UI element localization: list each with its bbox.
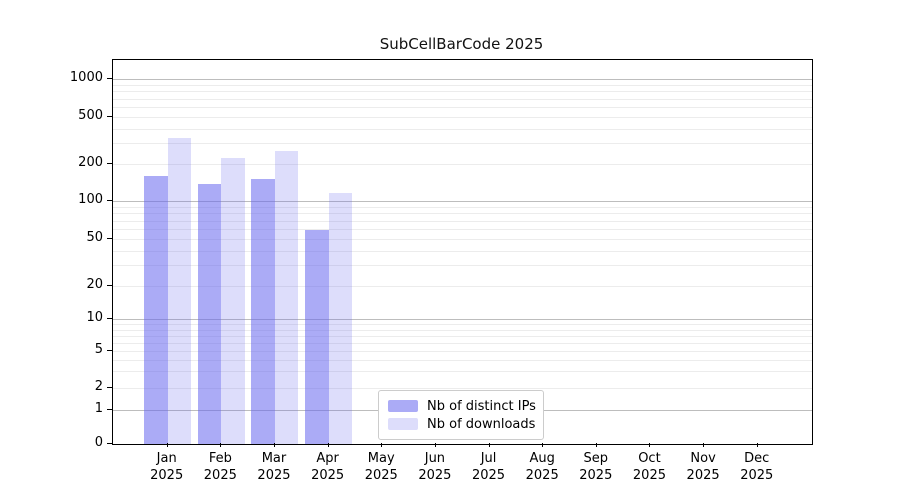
minor-gridline xyxy=(113,128,812,130)
y-tick-label: 10 xyxy=(86,310,103,326)
minor-gridline xyxy=(113,342,812,344)
legend-label-distinct-ips: Nb of distinct IPs xyxy=(427,398,536,414)
chart-title: SubCellBarCode 2025 xyxy=(379,35,544,53)
minor-gridline xyxy=(113,324,812,326)
minor-gridline xyxy=(113,143,812,145)
bar-mar-distinct-ips xyxy=(251,178,275,444)
x-tick-mark xyxy=(381,443,383,447)
y-tick-label: 200 xyxy=(78,155,103,171)
legend-item-distinct-ips: Nb of distinct IPs xyxy=(388,397,536,415)
minor-gridline xyxy=(113,371,812,373)
x-tick-label-jan: Jan 2025 xyxy=(150,451,184,483)
x-tick-mark xyxy=(434,443,436,447)
y-tick-mark xyxy=(107,350,112,351)
x-tick-label-jul: Jul 2025 xyxy=(471,451,506,483)
x-tick-mark xyxy=(595,443,597,447)
y-tick-mark xyxy=(107,116,112,117)
y-tick-mark xyxy=(107,318,112,320)
y-tick-label: 100 xyxy=(78,192,103,207)
x-tick-mark xyxy=(542,443,544,447)
x-tick-label-may: May 2025 xyxy=(364,451,398,483)
y-tick-label: 1 xyxy=(94,401,103,417)
minor-gridline xyxy=(113,239,812,241)
y-tick-label: 50 xyxy=(86,230,103,246)
x-tick-mark xyxy=(273,443,275,447)
distinct-ips-swatch xyxy=(388,400,418,412)
minor-gridline xyxy=(113,85,812,87)
x-tick-label-feb: Feb 2025 xyxy=(203,451,237,483)
y-tick-label: 0 xyxy=(94,435,103,450)
y-tick-mark xyxy=(107,200,112,201)
major-gridline xyxy=(113,319,812,321)
y-tick-mark xyxy=(107,238,112,240)
y-tick-mark xyxy=(107,285,112,286)
y-tick-label: 5 xyxy=(94,342,103,357)
y-tick-mark xyxy=(107,386,112,388)
y-tick-label: 500 xyxy=(78,108,103,123)
x-tick-label-apr: Apr 2025 xyxy=(311,451,345,483)
legend: Nb of distinct IPs Nb of downloads xyxy=(378,390,544,440)
y-tick-mark xyxy=(107,163,112,165)
minor-gridline xyxy=(113,91,812,93)
x-tick-label-dec: Dec 2025 xyxy=(740,451,774,483)
minor-gridline xyxy=(113,98,812,100)
x-tick-mark xyxy=(488,443,490,447)
bar-jan-distinct-ips xyxy=(144,176,168,444)
x-tick-mark xyxy=(166,443,168,447)
minor-gridline xyxy=(113,351,812,352)
minor-gridline xyxy=(113,359,812,361)
x-tick-mark xyxy=(756,443,758,447)
x-tick-mark xyxy=(327,443,329,447)
bar-mar-downloads xyxy=(274,151,299,444)
minor-gridline xyxy=(113,107,812,109)
y-tick-label: 1000 xyxy=(69,70,103,86)
x-tick-mark xyxy=(220,443,222,447)
x-tick-label-nov: Nov 2025 xyxy=(686,451,720,483)
y-tick-mark xyxy=(107,78,112,80)
minor-gridline xyxy=(113,229,812,231)
bar-apr-distinct-ips xyxy=(305,230,329,444)
bar-apr-downloads xyxy=(328,193,353,444)
plot-area xyxy=(112,59,813,445)
minor-gridline xyxy=(113,164,812,166)
y-tick-label: 2 xyxy=(94,378,103,394)
minor-gridline xyxy=(113,250,812,252)
minor-gridline xyxy=(113,387,812,389)
x-tick-label-sep: Sep 2025 xyxy=(579,451,613,483)
x-tick-mark xyxy=(649,443,651,447)
minor-gridline xyxy=(113,329,812,331)
minor-gridline xyxy=(113,117,812,118)
x-tick-mark xyxy=(703,443,705,447)
major-gridline xyxy=(113,79,812,81)
x-tick-label-aug: Aug 2025 xyxy=(525,451,559,483)
bar-jan-downloads xyxy=(167,137,192,444)
minor-gridline xyxy=(113,220,812,222)
legend-label-downloads: Nb of downloads xyxy=(427,416,536,432)
major-gridline xyxy=(113,201,812,202)
y-tick-mark xyxy=(107,443,112,444)
x-tick-label-oct: Oct 2025 xyxy=(632,451,666,483)
bar-feb-distinct-ips xyxy=(197,183,222,444)
minor-gridline xyxy=(113,335,812,337)
downloads-swatch xyxy=(388,418,418,430)
y-tick-mark xyxy=(107,409,112,411)
minor-gridline xyxy=(113,286,812,287)
minor-gridline xyxy=(113,206,812,208)
legend-item-downloads: Nb of downloads xyxy=(388,415,536,433)
minor-gridline xyxy=(113,213,812,215)
x-tick-label-jun: Jun 2025 xyxy=(418,451,452,483)
minor-gridline xyxy=(113,265,812,267)
bar-feb-downloads xyxy=(221,157,245,444)
y-tick-label: 20 xyxy=(86,277,103,292)
x-tick-label-mar: Mar 2025 xyxy=(257,451,291,483)
